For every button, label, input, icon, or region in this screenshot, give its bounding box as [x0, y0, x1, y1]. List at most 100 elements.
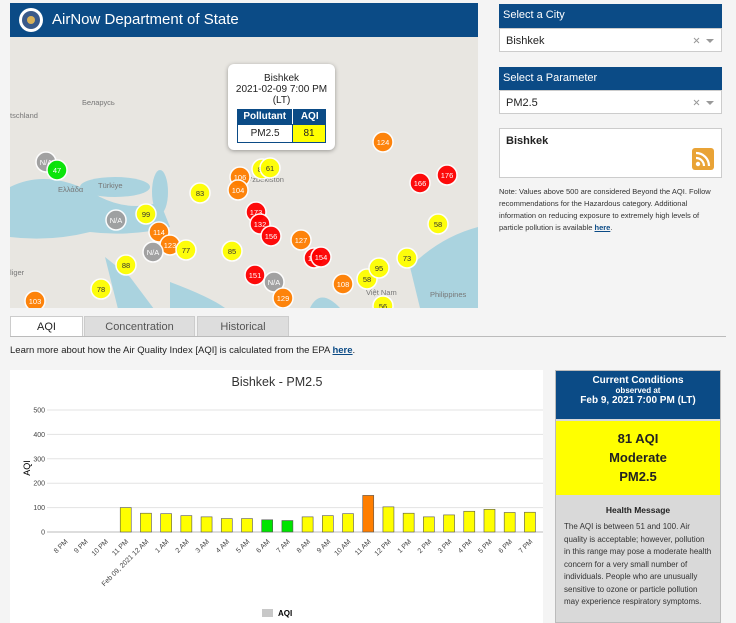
city-heading: Select a City [499, 4, 722, 28]
popup-aqi: 81 [292, 125, 325, 142]
select-controls [693, 99, 715, 107]
city-select[interactable]: Bishkek [499, 28, 722, 52]
conditions-time: Feb 9, 2021 7:00 PM (LT) [556, 395, 720, 406]
marker-label: N/A [110, 216, 123, 225]
marker-label: N/A [147, 248, 160, 257]
bar [343, 514, 354, 532]
map-marker[interactable]: 103 [25, 291, 45, 308]
map-marker[interactable]: 78 [91, 279, 111, 299]
conditions-observed: observed at [556, 386, 720, 395]
y-axis-label: AQI [22, 460, 32, 476]
map-marker[interactable]: 124 [373, 132, 393, 152]
bar [140, 513, 151, 532]
tab[interactable]: AQI [10, 316, 83, 337]
health-heading: Health Message [556, 505, 720, 515]
map-marker[interactable]: 104 [228, 180, 248, 200]
marker-label: 58 [363, 275, 371, 284]
note: Note: Values above 500 are considered Be… [499, 186, 724, 234]
map-marker[interactable]: 83 [190, 183, 210, 203]
place-label: liger [10, 268, 25, 277]
marker-label: 114 [153, 228, 165, 237]
marker-label: 123 [164, 241, 177, 250]
map-marker[interactable]: 88 [116, 255, 136, 275]
info-link[interactable]: here [332, 345, 352, 356]
y-tick-label: 200 [33, 481, 45, 488]
map-marker[interactable]: 176 [437, 165, 457, 185]
place-label: tschland [10, 111, 38, 120]
map-marker[interactable]: 47 [47, 160, 67, 180]
legend-label: AQI [278, 609, 292, 618]
marker-label: 56 [379, 302, 387, 308]
tab[interactable]: Historical [197, 316, 289, 336]
marker-label: 73 [403, 254, 411, 263]
bar [221, 519, 232, 532]
bar [120, 508, 131, 532]
feed-box: Bishkek [499, 128, 722, 178]
bar [423, 517, 434, 532]
map-marker[interactable]: 85 [222, 241, 242, 261]
marker-label: 77 [182, 246, 190, 255]
popup-city: Bishkek [228, 73, 335, 84]
map-marker[interactable]: 129 [273, 288, 293, 308]
map-marker[interactable]: 99 [136, 204, 156, 224]
marker-label: 166 [414, 179, 427, 188]
map-marker[interactable]: N/A [106, 210, 126, 230]
param-heading: Select a Parameter [499, 67, 722, 91]
map-marker[interactable]: 95 [369, 258, 389, 278]
conditions-heading: Current Conditions [556, 375, 720, 386]
popup-zone: (LT) [228, 95, 335, 106]
map-marker[interactable]: 61 [260, 158, 280, 178]
health-text: The AQI is between 51 and 100. Air quali… [556, 515, 720, 609]
popup-col: AQI [292, 109, 326, 124]
bar [524, 512, 535, 532]
map-marker[interactable]: 77 [176, 240, 196, 260]
y-tick-label: 400 [33, 432, 45, 439]
tab-rule [10, 336, 726, 337]
legend-swatch [262, 609, 273, 617]
rss-icon[interactable] [692, 148, 714, 170]
popup-table-header: Pollutant AQI [237, 109, 326, 124]
marker-label: 176 [441, 171, 454, 180]
map-marker[interactable]: 166 [410, 173, 430, 193]
bar [383, 507, 394, 532]
map-marker[interactable]: 127 [291, 230, 311, 250]
map-marker[interactable]: 108 [333, 274, 353, 294]
marker-label: 88 [122, 261, 130, 270]
bar [403, 513, 414, 532]
marker-label: 124 [377, 138, 390, 147]
info-text: Learn more about how the Air Quality Ind… [10, 345, 332, 356]
current-conditions: Current Conditions observed at Feb 9, 20… [555, 370, 721, 623]
popup-datetime: 2021-02-09 7:00 PM [228, 84, 335, 95]
map-marker[interactable]: N/A [143, 242, 163, 262]
marker-label: 47 [53, 166, 61, 175]
popup-pollutant: PM2.5 [238, 125, 292, 142]
marker-label: 83 [196, 189, 204, 198]
marker-label: N/A [268, 278, 281, 287]
bar [363, 495, 374, 532]
bar [282, 521, 293, 532]
map-marker[interactable]: 73 [397, 248, 417, 268]
tab[interactable]: Concentration [84, 316, 195, 336]
popup-col: Pollutant [237, 109, 292, 124]
select-controls [693, 37, 715, 45]
marker-label: 103 [29, 297, 42, 306]
param-select[interactable]: PM2.5 [499, 90, 722, 114]
place-label: Türkiye [98, 181, 123, 190]
marker-label: 58 [434, 220, 442, 229]
marker-label: 95 [375, 264, 383, 273]
map-marker[interactable]: 58 [428, 214, 448, 234]
map-marker[interactable]: 154 [311, 247, 331, 267]
popup-table-row: PM2.5 81 [237, 124, 326, 143]
chart-title: Bishkek - PM2.5 [231, 375, 322, 389]
marker-label: 108 [337, 280, 350, 289]
map-marker[interactable]: 151 [245, 265, 265, 285]
bar [464, 511, 475, 532]
marker-label: 129 [277, 294, 290, 303]
note-link[interactable]: here [594, 223, 610, 232]
note-end: . [610, 223, 612, 232]
marker-label: 61 [266, 164, 274, 173]
bar [262, 520, 273, 532]
info-line: Learn more about how the Air Quality Ind… [10, 345, 355, 356]
bar [201, 517, 212, 532]
map-marker[interactable]: 156 [261, 226, 281, 246]
